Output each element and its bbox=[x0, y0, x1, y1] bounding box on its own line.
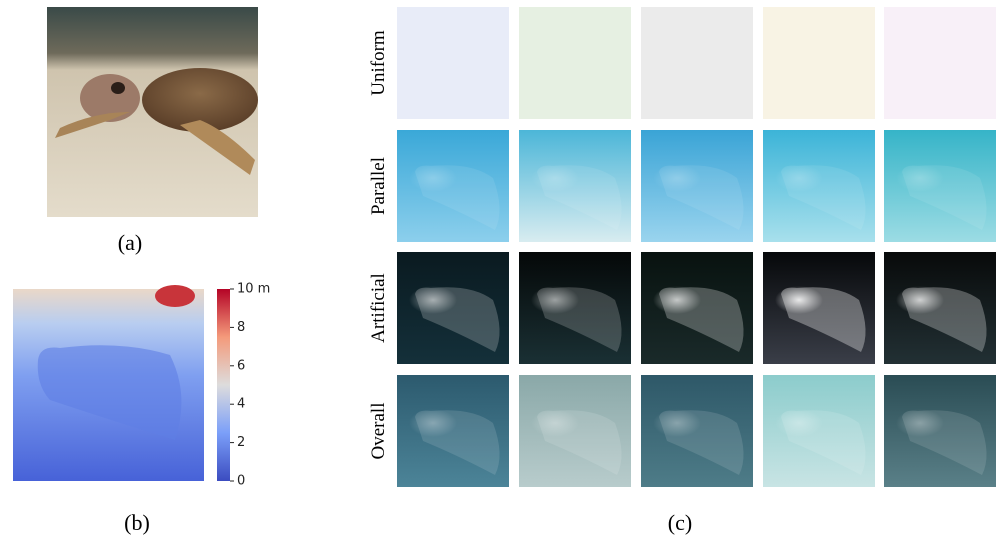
turtle-photo bbox=[47, 7, 258, 217]
light-glow bbox=[896, 164, 944, 192]
light-glow bbox=[896, 409, 944, 437]
panel-label: (c) bbox=[668, 510, 692, 535]
light-glow bbox=[775, 286, 823, 314]
depth-map bbox=[13, 285, 204, 481]
tick-label: 8 bbox=[237, 320, 245, 335]
row-label: Overall bbox=[368, 403, 389, 460]
light-glow bbox=[896, 286, 944, 314]
light-glow bbox=[653, 409, 701, 437]
row-label: Parallel bbox=[368, 157, 389, 215]
rendering bbox=[641, 7, 753, 119]
light-glow bbox=[531, 409, 579, 437]
tick-label: 6 bbox=[237, 358, 245, 373]
light-glow bbox=[409, 409, 457, 437]
light-glow bbox=[409, 164, 457, 192]
tick-label: 0 bbox=[237, 474, 245, 489]
panel-label: (a) bbox=[118, 230, 142, 255]
light-glow bbox=[531, 286, 579, 314]
row-label: Artificial bbox=[368, 273, 389, 343]
tick-label: 10 m bbox=[237, 282, 270, 297]
figure: (a) 0 2 4 6 8 10 m (b) Uniform Parallel Artific… bbox=[0, 0, 996, 542]
tick-label: 4 bbox=[237, 397, 245, 412]
rendering bbox=[397, 7, 509, 119]
light-glow bbox=[409, 286, 457, 314]
rendering bbox=[519, 7, 631, 119]
light-glow bbox=[531, 164, 579, 192]
light-glow bbox=[775, 409, 823, 437]
rendering bbox=[763, 7, 875, 119]
colorbar bbox=[217, 289, 230, 481]
rendering bbox=[884, 7, 996, 119]
row-label: Uniform bbox=[368, 30, 389, 96]
light-glow bbox=[653, 286, 701, 314]
tick-label: 2 bbox=[237, 435, 245, 450]
light-glow bbox=[775, 164, 823, 192]
light-glow bbox=[653, 164, 701, 192]
panel-label: (b) bbox=[124, 510, 150, 535]
